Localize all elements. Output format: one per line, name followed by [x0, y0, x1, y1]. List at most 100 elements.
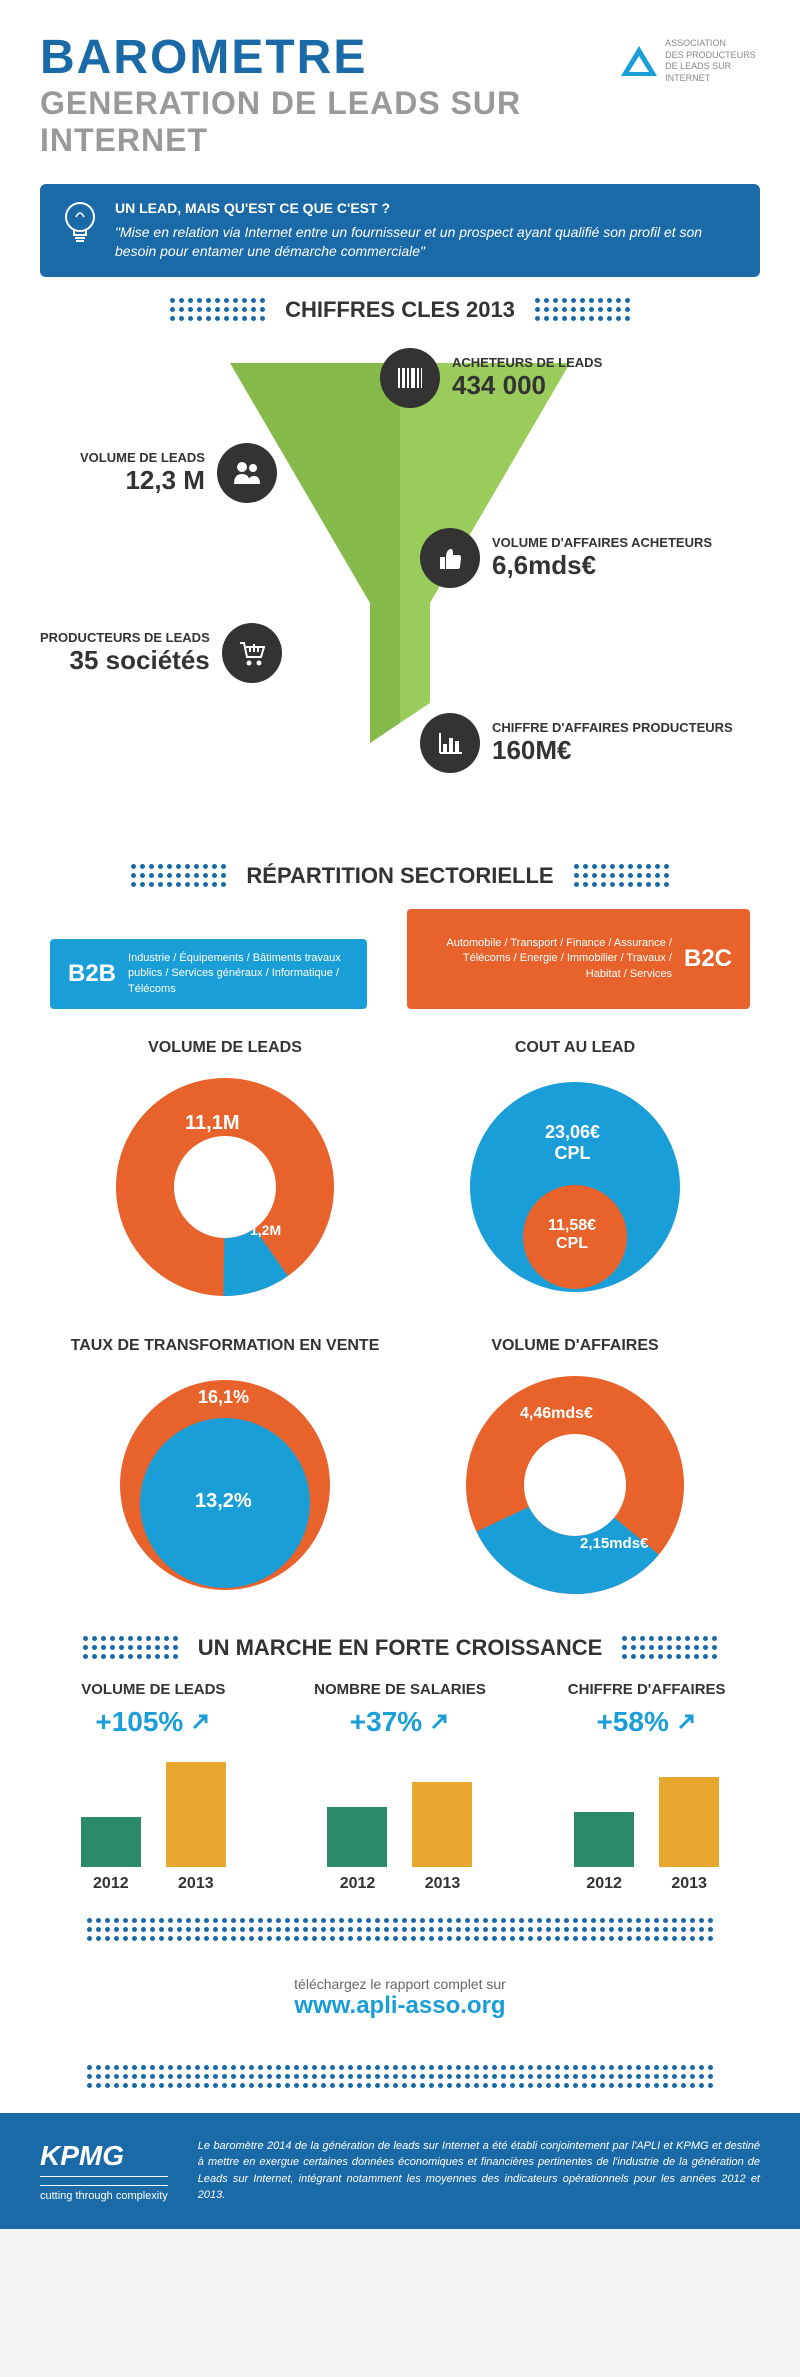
- funnel-chart: ACHETEURS DE LEADS 434 000 VOLUME DE LEA…: [40, 343, 760, 843]
- arrow-up-icon: [675, 1711, 697, 1733]
- donuts-grid: VOLUME DE LEADS 11,1M 1,2M COUT AU LEAD …: [0, 1039, 800, 1595]
- arrow-up-icon: [428, 1711, 450, 1733]
- b2c-label: B2C: [684, 942, 732, 976]
- stat-chiffre-affaires: CHIFFRE D'AFFAIRES PRODUCTEURS 160M€: [420, 713, 733, 773]
- growth-title: VOLUME DE LEADS: [40, 1681, 267, 1698]
- stat-label: PRODUCTEURS DE LEADS: [40, 630, 210, 645]
- dots-left: [170, 298, 265, 321]
- dots-left: [83, 1636, 178, 1659]
- donut-chart: [115, 1077, 335, 1297]
- donut-affaires: VOLUME D'AFFAIRES 4,46mds€ 2,15mds€: [410, 1337, 740, 1595]
- growth-title: NOMBRE DE SALARIES: [287, 1681, 514, 1698]
- donut-title: TAUX DE TRANSFORMATION EN VENTE: [60, 1337, 390, 1355]
- inner-label: 13,2%: [195, 1490, 252, 1513]
- section-title-chiffres: CHIFFRES CLES 2013: [285, 297, 515, 323]
- b2b-tag: B2B Industrie / Équipements / Bâtiments …: [50, 939, 367, 1009]
- growth-section: VOLUME DE LEADS +105% 2012 2013 NOMBRE D…: [0, 1681, 800, 1893]
- outer-label: 23,06€ CPL: [545, 1122, 600, 1164]
- growth-chiffre: CHIFFRE D'AFFAIRES +58% 2012 2013: [533, 1681, 760, 1893]
- growth-pct: +37%: [287, 1706, 514, 1738]
- section-divider: UN MARCHE EN FORTE CROISSANCE: [0, 1635, 800, 1661]
- section-divider: CHIFFRES CLES 2013: [0, 297, 800, 323]
- kpmg-logo: KPMG cutting through complexity: [40, 2140, 168, 2202]
- lead-def-question: UN LEAD, MAIS QU'EST CE QUE C'EST ?: [115, 199, 740, 219]
- donut-b2c-label: 11,1M: [185, 1112, 239, 1135]
- stat-value: 6,6mds€: [492, 550, 712, 581]
- title-main: BAROMETRE: [40, 30, 621, 85]
- donut-b2c-label: 4,46mds€: [520, 1405, 593, 1423]
- section-title-croissance: UN MARCHE EN FORTE CROISSANCE: [198, 1635, 603, 1661]
- dots-full-divider: [0, 1918, 800, 1941]
- sector-tags: B2B Industrie / Équipements / Bâtiments …: [0, 909, 800, 1009]
- donut-b2b-label: 1,2M: [250, 1222, 281, 1238]
- dots-right: [574, 864, 669, 887]
- stat-volume-leads: VOLUME DE LEADS 12,3 M: [80, 443, 277, 503]
- stat-value: 12,3 M: [80, 465, 205, 496]
- stat-value: 160M€: [492, 735, 733, 766]
- stat-label: ACHETEURS DE LEADS: [452, 355, 602, 370]
- cart-icon: [222, 623, 282, 683]
- growth-title: CHIFFRE D'AFFAIRES: [533, 1681, 760, 1698]
- kpmg-tagline2: cutting through complexity: [40, 2185, 168, 2202]
- arrow-up-icon: [189, 1711, 211, 1733]
- stat-producteurs: PRODUCTEURS DE LEADS 35 sociétés: [40, 623, 282, 683]
- donut-taux: TAUX DE TRANSFORMATION EN VENTE 16,1% 13…: [60, 1337, 390, 1595]
- barcode-icon: [380, 348, 440, 408]
- apli-logo: ASSOCIATION DES PRODUCTEURS DE LEADS SUR…: [621, 38, 760, 85]
- title-sub: GENERATION DE LEADS SUR INTERNET: [40, 85, 621, 159]
- dots-full-divider: [0, 2065, 800, 2088]
- bar-2013: [412, 1782, 472, 1867]
- stat-volume-affaires: VOLUME D'AFFAIRES ACHETEURS 6,6mds€: [420, 528, 712, 588]
- b2c-text: Automobile / Transport / Finance / Assur…: [425, 936, 672, 982]
- footer-text: Le baromètre 2014 de la génération de le…: [198, 2138, 760, 2204]
- inner-label: 11,58€ CPL: [548, 1217, 596, 1253]
- b2b-label: B2B: [68, 957, 116, 991]
- stat-label: VOLUME DE LEADS: [80, 450, 205, 465]
- thumbsup-icon: [420, 528, 480, 588]
- donut-title: COUT AU LEAD: [410, 1039, 740, 1057]
- growth-pct: +58%: [533, 1706, 760, 1738]
- stat-label: VOLUME D'AFFAIRES ACHETEURS: [492, 535, 712, 550]
- donut-title: VOLUME DE LEADS: [60, 1039, 390, 1057]
- section-divider: RÉPARTITION SECTORIELLE: [0, 863, 800, 889]
- download-text: téléchargez le rapport complet sur: [0, 1976, 800, 1992]
- nested-circle-chart: [115, 1375, 335, 1595]
- people-icon: [217, 443, 277, 503]
- dots-right: [622, 1636, 717, 1659]
- b2c-tag: B2C Automobile / Transport / Finance / A…: [407, 909, 750, 1009]
- bar-2012: [574, 1812, 634, 1867]
- barchart-icon: [420, 713, 480, 773]
- stat-acheteurs: ACHETEURS DE LEADS 434 000: [380, 348, 602, 408]
- donut-b2b-label: 2,15mds€: [580, 1535, 648, 1552]
- lead-def-answer: "Mise en relation via Internet entre un …: [115, 223, 740, 262]
- stat-label: CHIFFRE D'AFFAIRES PRODUCTEURS: [492, 720, 733, 735]
- b2b-text: Industrie / Équipements / Bâtiments trav…: [128, 951, 349, 997]
- nested-circle-chart: [465, 1077, 685, 1297]
- lightbulb-icon: [60, 199, 100, 249]
- bar-2012: [327, 1807, 387, 1867]
- download-block: téléchargez le rapport complet sur www.a…: [0, 1966, 800, 2040]
- kpmg-tagline: [40, 2176, 168, 2181]
- outer-label: 16,1%: [198, 1387, 249, 1408]
- section-title-repartition: RÉPARTITION SECTORIELLE: [246, 863, 553, 889]
- bar-2013: [166, 1762, 226, 1867]
- dots-left: [131, 864, 226, 887]
- logo-text: ASSOCIATION DES PRODUCTEURS DE LEADS SUR…: [665, 38, 760, 85]
- growth-pct: +105%: [40, 1706, 267, 1738]
- stat-value: 35 sociétés: [40, 645, 210, 676]
- kpmg-name: KPMG: [40, 2140, 168, 2172]
- bar-2013: [659, 1777, 719, 1867]
- lead-definition-box: UN LEAD, MAIS QU'EST CE QUE C'EST ? "Mis…: [40, 184, 760, 277]
- download-url[interactable]: www.apli-asso.org: [0, 1992, 800, 2020]
- header: BAROMETRE GENERATION DE LEADS SUR INTERN…: [0, 0, 800, 169]
- footer: KPMG cutting through complexity Le barom…: [0, 2113, 800, 2229]
- stat-value: 434 000: [452, 370, 602, 401]
- logo-triangle-icon: [621, 46, 657, 76]
- growth-volume: VOLUME DE LEADS +105% 2012 2013: [40, 1681, 267, 1893]
- donut-volume: VOLUME DE LEADS 11,1M 1,2M: [60, 1039, 390, 1297]
- dots-right: [535, 298, 630, 321]
- bar-2012: [81, 1817, 141, 1867]
- donut-cout: COUT AU LEAD 23,06€ CPL 11,58€ CPL: [410, 1039, 740, 1297]
- donut-title: VOLUME D'AFFAIRES: [410, 1337, 740, 1355]
- growth-salaries: NOMBRE DE SALARIES +37% 2012 2013: [287, 1681, 514, 1893]
